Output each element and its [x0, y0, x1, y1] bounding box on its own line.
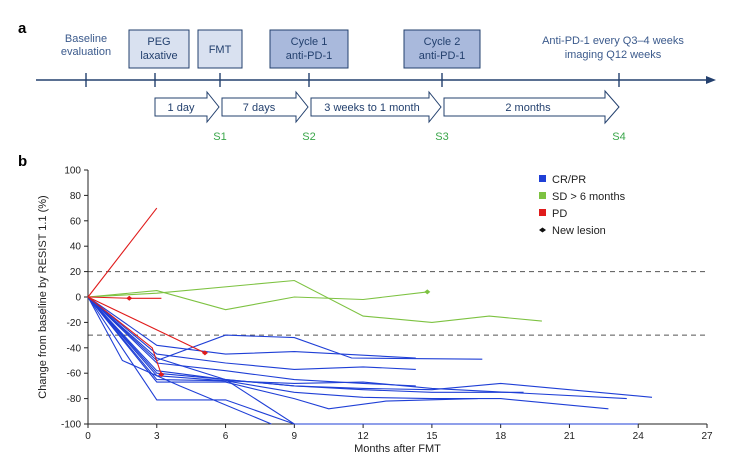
- box-peg-rect: [128, 29, 190, 69]
- interval-arrow-2: 7 days: [221, 90, 309, 124]
- legend-marker-cr-pr: [539, 175, 546, 182]
- y-axis-label: Change from baseline by RESIST 1.1 (%): [37, 195, 49, 398]
- baseline-text-line2: evaluation: [61, 46, 111, 58]
- box-fmt-line1: FMT: [209, 44, 232, 56]
- series-line-cr-pr-1: [87, 296, 416, 359]
- series-line-pd-17: [87, 296, 206, 354]
- x-tick-label: 24: [633, 431, 645, 442]
- panel-b-chart: b 100 80 60 40 20 0 -20 -40 -60 -80 -100 0 3 6 9 12 15 18…: [18, 153, 713, 455]
- interval-arrow-2-shape: [221, 90, 309, 124]
- box-cycle2-rect: [403, 29, 481, 69]
- x-tick-label: 6: [223, 431, 229, 442]
- y-tick-label: 20: [70, 267, 82, 278]
- interval-arrow-3-label: 3 weeks to 1 month: [324, 102, 419, 114]
- sample-label-s2: S2: [302, 131, 315, 143]
- plot-area: 100 80 60 40 20 0 -20 -40 -60 -80 -100 0 3 6 9 12 15 18 21…: [61, 166, 713, 443]
- interval-arrow-1: 1 day: [154, 90, 220, 124]
- new-lesion-marker-16: [126, 295, 133, 301]
- x-tick-label: 18: [495, 431, 507, 442]
- box-cycle1-line2: anti-PD-1: [286, 50, 332, 62]
- series-line-cr-pr-8: [87, 296, 609, 410]
- box-peg: PEG laxative: [128, 29, 190, 69]
- panel-a-label: a: [18, 20, 27, 37]
- x-tick-label: 27: [701, 431, 713, 442]
- box-cycle1-line1: Cycle 1: [291, 36, 328, 48]
- legend-marker-pd: [539, 209, 546, 216]
- sample-label-s1: S1: [213, 131, 226, 143]
- x-tick-label: 3: [154, 431, 160, 442]
- new-lesion-marker-17: [201, 350, 208, 356]
- sample-label-s4: S4: [612, 131, 625, 143]
- y-tick-label: 60: [70, 216, 82, 227]
- series-line-cr-pr-6: [87, 296, 653, 398]
- series-line-sd-6-months-14: [87, 279, 542, 323]
- y-tick-label: 100: [64, 166, 81, 177]
- x-tick-label: 12: [358, 431, 370, 442]
- y-tick-label: 40: [70, 242, 82, 253]
- series-line-cr-pr-9: [87, 296, 478, 410]
- panel-b-label: b: [18, 153, 27, 170]
- y-tick-label: -40: [67, 343, 82, 354]
- box-peg-line2: laxative: [140, 50, 177, 62]
- legend-label-sd-6-months: SD > 6 months: [552, 191, 626, 203]
- legend-marker-sd-6-months: [539, 192, 546, 199]
- new-lesion-marker-18: [158, 371, 165, 377]
- box-fmt-rect: [197, 29, 243, 69]
- legend-marker-new-lesion: [539, 227, 546, 233]
- series-line-cr-pr-2: [87, 296, 416, 370]
- interval-arrow-1-shape: [154, 90, 220, 124]
- series-line-pd-16: [87, 296, 162, 299]
- legend: CR/PR SD > 6 months PD New lesion: [539, 174, 626, 237]
- series-line-cr-pr-12: [87, 296, 272, 425]
- interval-arrow-2-label: 7 days: [243, 102, 276, 114]
- y-tick-label: 0: [75, 293, 81, 304]
- box-cycle1: Cycle 1 anti-PD-1: [269, 29, 349, 69]
- series-group: [87, 207, 653, 425]
- legend-label-cr-pr: CR/PR: [552, 174, 586, 186]
- legend-label-pd: PD: [552, 208, 567, 220]
- baseline-text-line1: Baseline: [65, 33, 107, 45]
- interval-arrow-4: 2 months: [443, 89, 620, 125]
- x-tick-label: 21: [564, 431, 576, 442]
- x-tick-label: 0: [85, 431, 91, 442]
- series-line-cr-pr-4: [87, 296, 416, 387]
- box-cycle2-line1: Cycle 2: [424, 36, 461, 48]
- series-line-cr-pr-10: [87, 296, 295, 425]
- legend-label-new-lesion: New lesion: [552, 225, 606, 237]
- y-tick-label: -20: [67, 318, 82, 329]
- series-line-cr-pr-3: [87, 296, 483, 362]
- series-line-pd-18: [87, 296, 162, 375]
- box-cycle1-rect: [269, 29, 349, 69]
- interval-arrow-4-shape: [443, 89, 620, 125]
- series-line-cr-pr-11: [87, 296, 639, 425]
- new-lesion-marker-13: [424, 289, 431, 295]
- y-tick-label: 80: [70, 191, 82, 202]
- interval-arrow-4-label: 2 months: [505, 102, 551, 114]
- x-tick-label: 9: [292, 431, 298, 442]
- right-note-line1: Anti-PD-1 every Q3–4 weeks: [542, 35, 684, 47]
- interval-arrow-1-label: 1 day: [168, 102, 195, 114]
- y-tick-label: -60: [67, 369, 82, 380]
- series-line-sd-6-months-13: [87, 290, 428, 311]
- right-note-line2: imaging Q12 weeks: [565, 49, 662, 61]
- y-tick-label: -100: [61, 420, 81, 431]
- box-fmt: FMT: [197, 29, 243, 69]
- box-cycle2-line2: anti-PD-1: [419, 50, 465, 62]
- box-peg-line1: PEG: [147, 36, 170, 48]
- timeline-arrowhead: [706, 76, 716, 84]
- y-tick-label: -80: [67, 394, 82, 405]
- series-line-pd-15: [87, 207, 158, 298]
- x-axis-label: Months after FMT: [354, 443, 441, 455]
- x-tick-label: 15: [426, 431, 438, 442]
- panel-a-timeline: a Baseline evaluation PEG laxative FMT: [18, 20, 716, 143]
- sample-label-s3: S3: [435, 131, 448, 143]
- interval-arrow-3: 3 weeks to 1 month: [310, 90, 442, 124]
- interval-arrow-3-shape: [310, 90, 442, 124]
- box-cycle2: Cycle 2 anti-PD-1: [403, 29, 481, 69]
